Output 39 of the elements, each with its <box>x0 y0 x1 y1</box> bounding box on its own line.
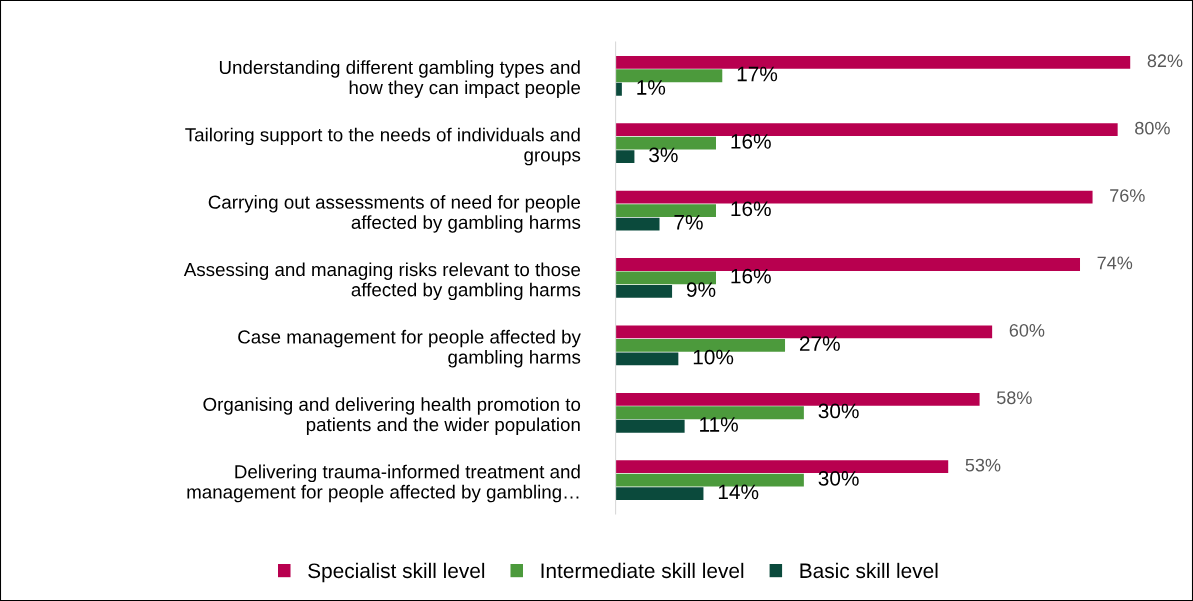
data-label: 74% <box>1097 256 1133 270</box>
data-label: 11% <box>700 417 738 432</box>
data-label: 17% <box>737 66 778 82</box>
data-label: 53% <box>965 458 1001 472</box>
bar <box>615 217 660 231</box>
data-label: 9% <box>686 282 716 298</box>
y-tick-label: Delivering trauma-informed treatment and management for people affected by gambling… <box>187 464 580 503</box>
data-label: 60% <box>1009 323 1045 337</box>
legend-label: Intermediate skill level <box>541 562 744 579</box>
data-label: 82% <box>1147 54 1183 68</box>
y-tick-label: Carrying out assessments of need for people affected by gambling harms <box>208 195 581 233</box>
y-tick-label: Assessing and managing risks relevant to those affected by gambling harms <box>183 262 581 301</box>
data-label: 30% <box>818 471 859 486</box>
bar <box>615 82 622 96</box>
y-tick-label: Understanding different gambling types and how they can impact people <box>219 60 581 98</box>
data-label: 27% <box>799 336 840 351</box>
bar <box>615 285 673 298</box>
data-label: 1% <box>637 80 666 95</box>
data-label: 58% <box>996 391 1032 405</box>
data-label: 16% <box>731 201 771 217</box>
data-label: 14% <box>718 484 759 500</box>
legend-label: Specialist skill level <box>308 562 485 583</box>
bar <box>615 487 704 501</box>
data-label: 30% <box>818 403 859 419</box>
y-tick-label: Case management for people affected by gambling harms <box>238 329 581 368</box>
data-label: 76% <box>1110 189 1145 202</box>
data-label: 10% <box>693 349 734 365</box>
data-label: 3% <box>649 147 678 163</box>
data-label: 16% <box>731 268 771 284</box>
bar <box>615 150 635 164</box>
data-label: 7% <box>674 214 703 230</box>
data-label: 80% <box>1135 121 1170 135</box>
y-tick-label: Tailoring support to the needs of individuals and groups <box>185 127 581 166</box>
legend-label: Basic skill level <box>800 562 938 579</box>
y-tick-label: Organising and delivering health promotion to patients and the wider population <box>203 397 581 435</box>
bar <box>615 204 716 217</box>
bar <box>615 419 685 433</box>
bar <box>615 352 679 366</box>
data-label: 16% <box>731 134 771 149</box>
